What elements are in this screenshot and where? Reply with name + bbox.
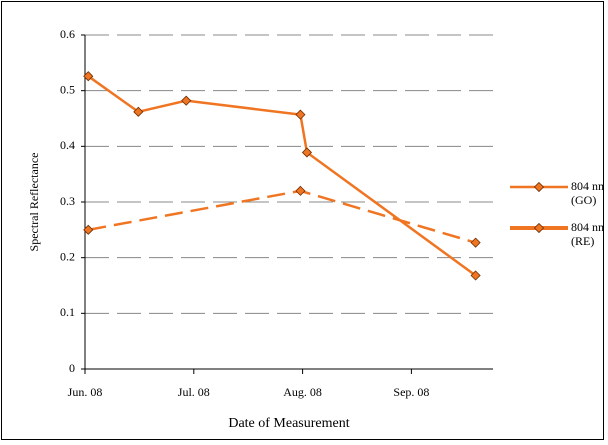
data-point xyxy=(181,95,192,106)
legend-label: 804 nm (RE) xyxy=(571,220,603,248)
legend-label: 804 nm (GO) xyxy=(571,179,603,207)
data-point xyxy=(470,237,481,248)
y-tick-label: 0 xyxy=(69,361,75,375)
x-tick-label: Aug. 08 xyxy=(283,385,322,399)
chart-border xyxy=(1,1,604,440)
legend-marker xyxy=(533,222,545,234)
data-point xyxy=(83,71,94,82)
data-point xyxy=(133,106,144,117)
legend-text: 804 nm (GO) xyxy=(571,179,603,207)
data-point xyxy=(295,185,306,196)
y-tick-label: 0.2 xyxy=(60,249,75,263)
y-tick-label: 0.1 xyxy=(60,305,75,319)
x-axis-title: Date of Measurement xyxy=(228,416,349,431)
y-axis-title: Spectral Reflectance xyxy=(27,153,41,252)
series-line xyxy=(87,75,477,277)
y-tick-label: 0.3 xyxy=(60,194,75,208)
data-point xyxy=(83,224,94,235)
y-tick-label: 0.4 xyxy=(60,138,75,152)
legend-marker xyxy=(533,181,545,193)
y-tick-label: 0.6 xyxy=(60,27,75,41)
y-tick-label: 0.5 xyxy=(60,82,75,96)
x-tick-label: Jul. 08 xyxy=(178,385,210,399)
data-point xyxy=(295,109,306,120)
data-point xyxy=(301,147,313,158)
x-tick-label: Sep. 08 xyxy=(393,385,429,399)
x-tick-label: Jun. 08 xyxy=(68,385,103,399)
data-point xyxy=(470,270,481,281)
legend-text: 804 nm (RE) xyxy=(571,220,603,248)
